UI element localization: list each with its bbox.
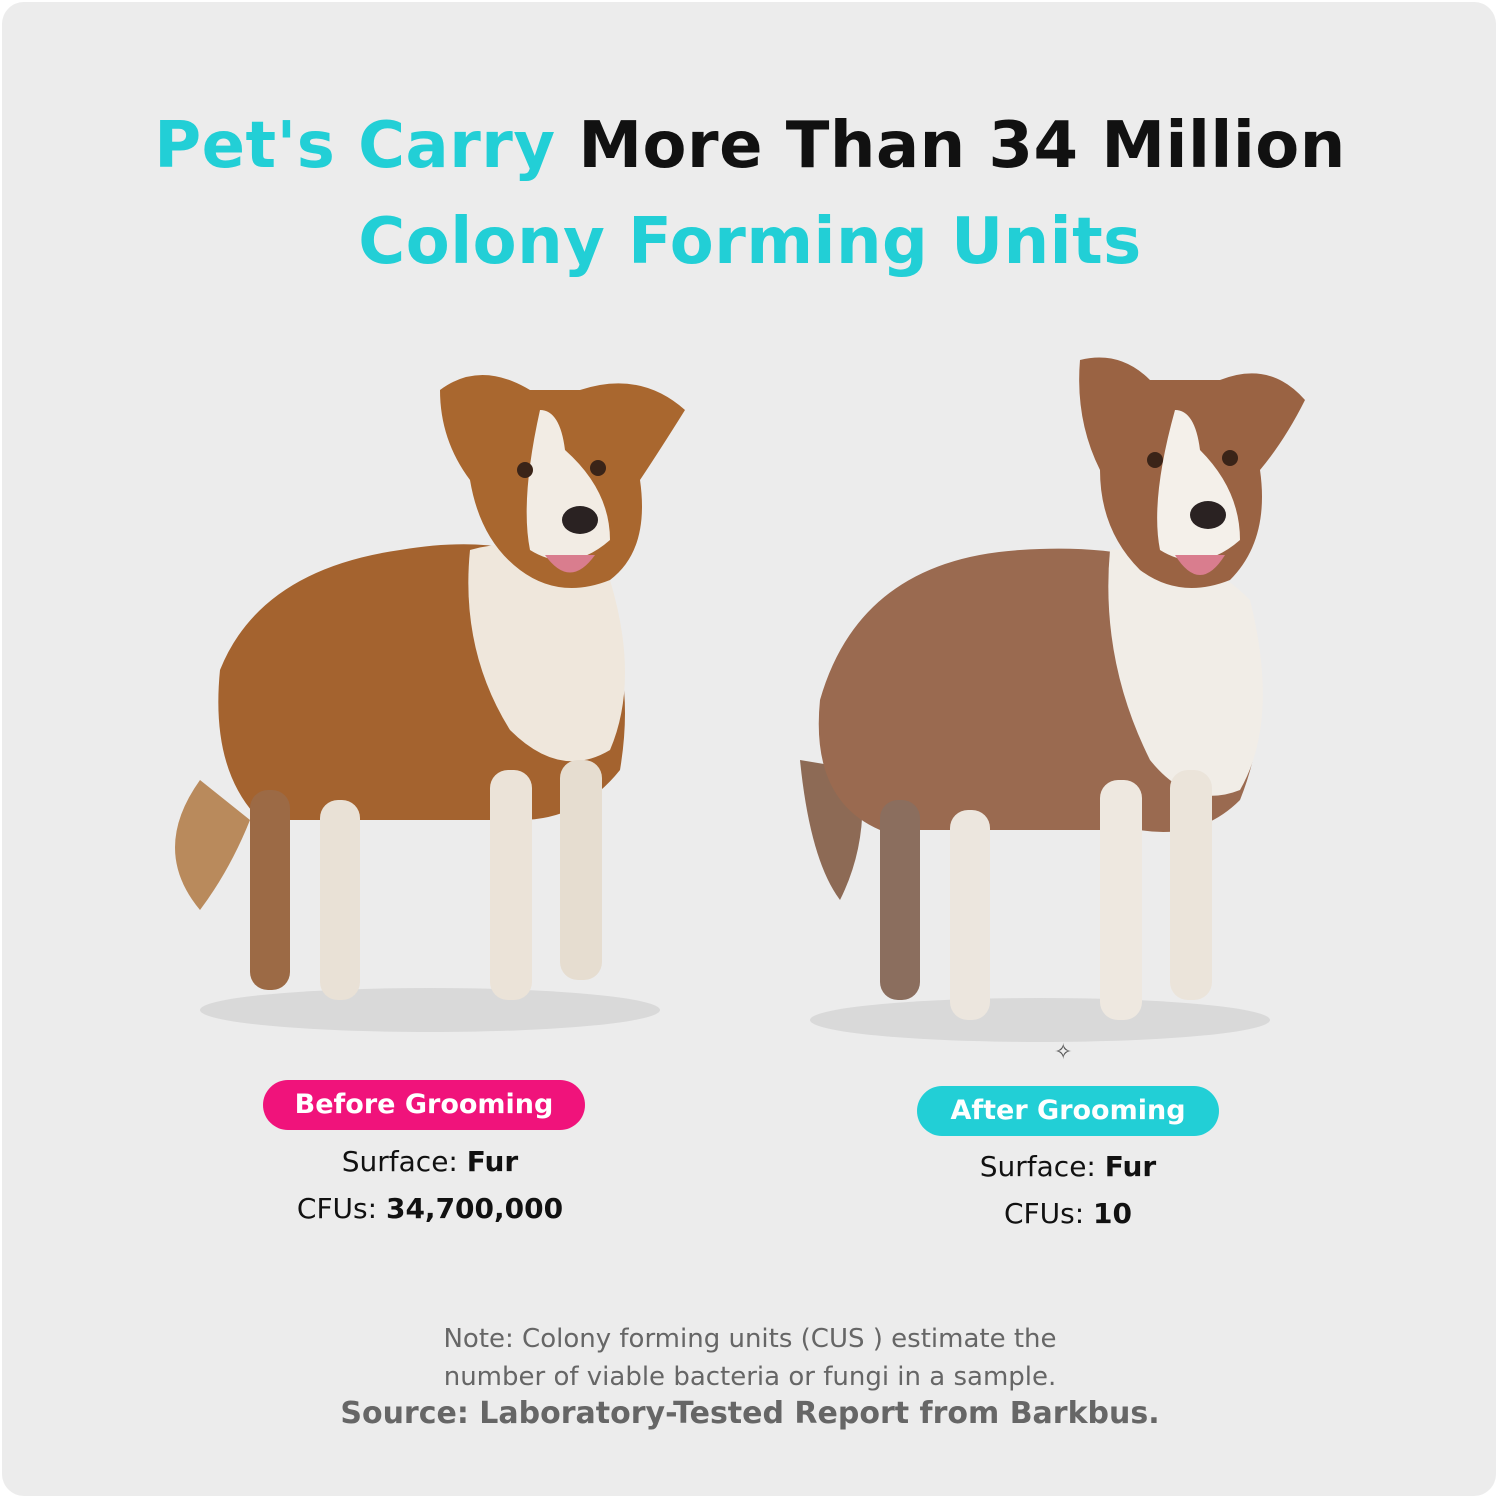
sparkle-icon: ✧ — [1054, 1040, 1073, 1065]
surface-value: Fur — [466, 1145, 519, 1178]
cfu-value: 10 — [1093, 1197, 1133, 1230]
after-surface: Surface: Fur — [868, 1143, 1268, 1190]
after-cfus: CFUs: 10 — [868, 1190, 1268, 1237]
dog-before-image — [175, 375, 685, 1032]
cfu-label: CFUs: — [296, 1192, 378, 1225]
cfu-value: 34,700,000 — [385, 1192, 564, 1225]
surface-value: Fur — [1104, 1150, 1157, 1183]
headline-line-2: Colony Forming Units — [358, 205, 1142, 279]
headline-line-1: Pet's Carry More Than 34 Million — [0, 98, 1500, 194]
headline-accent: Pet's Carry — [154, 109, 556, 183]
after-grooming-badge: After Grooming — [917, 1086, 1219, 1136]
before-surface: Surface: Fur — [230, 1138, 630, 1185]
surface-label: Surface: — [341, 1145, 458, 1178]
before-grooming-badge: Before Grooming — [263, 1080, 585, 1130]
surface-label: Surface: — [979, 1150, 1096, 1183]
after-details: Surface: Fur CFUs: 10 — [868, 1143, 1268, 1237]
note-line-1: Note: Colony forming units (CUS ) estima… — [443, 1324, 1057, 1354]
before-cfus: CFUs: 34,700,000 — [230, 1185, 630, 1232]
note-line-2: number of viable bacteria or fungi in a … — [443, 1362, 1057, 1392]
dog-after-image — [800, 357, 1305, 1042]
before-details: Surface: Fur CFUs: 34,700,000 — [230, 1138, 630, 1232]
source-citation: Source: Laboratory-Tested Report from Ba… — [340, 1396, 1160, 1431]
footnote: Note: Colony forming units (CUS ) estima… — [0, 1320, 1500, 1396]
headline-rest: More Than 34 Million — [578, 109, 1346, 183]
cfu-label: CFUs: — [1003, 1197, 1085, 1230]
